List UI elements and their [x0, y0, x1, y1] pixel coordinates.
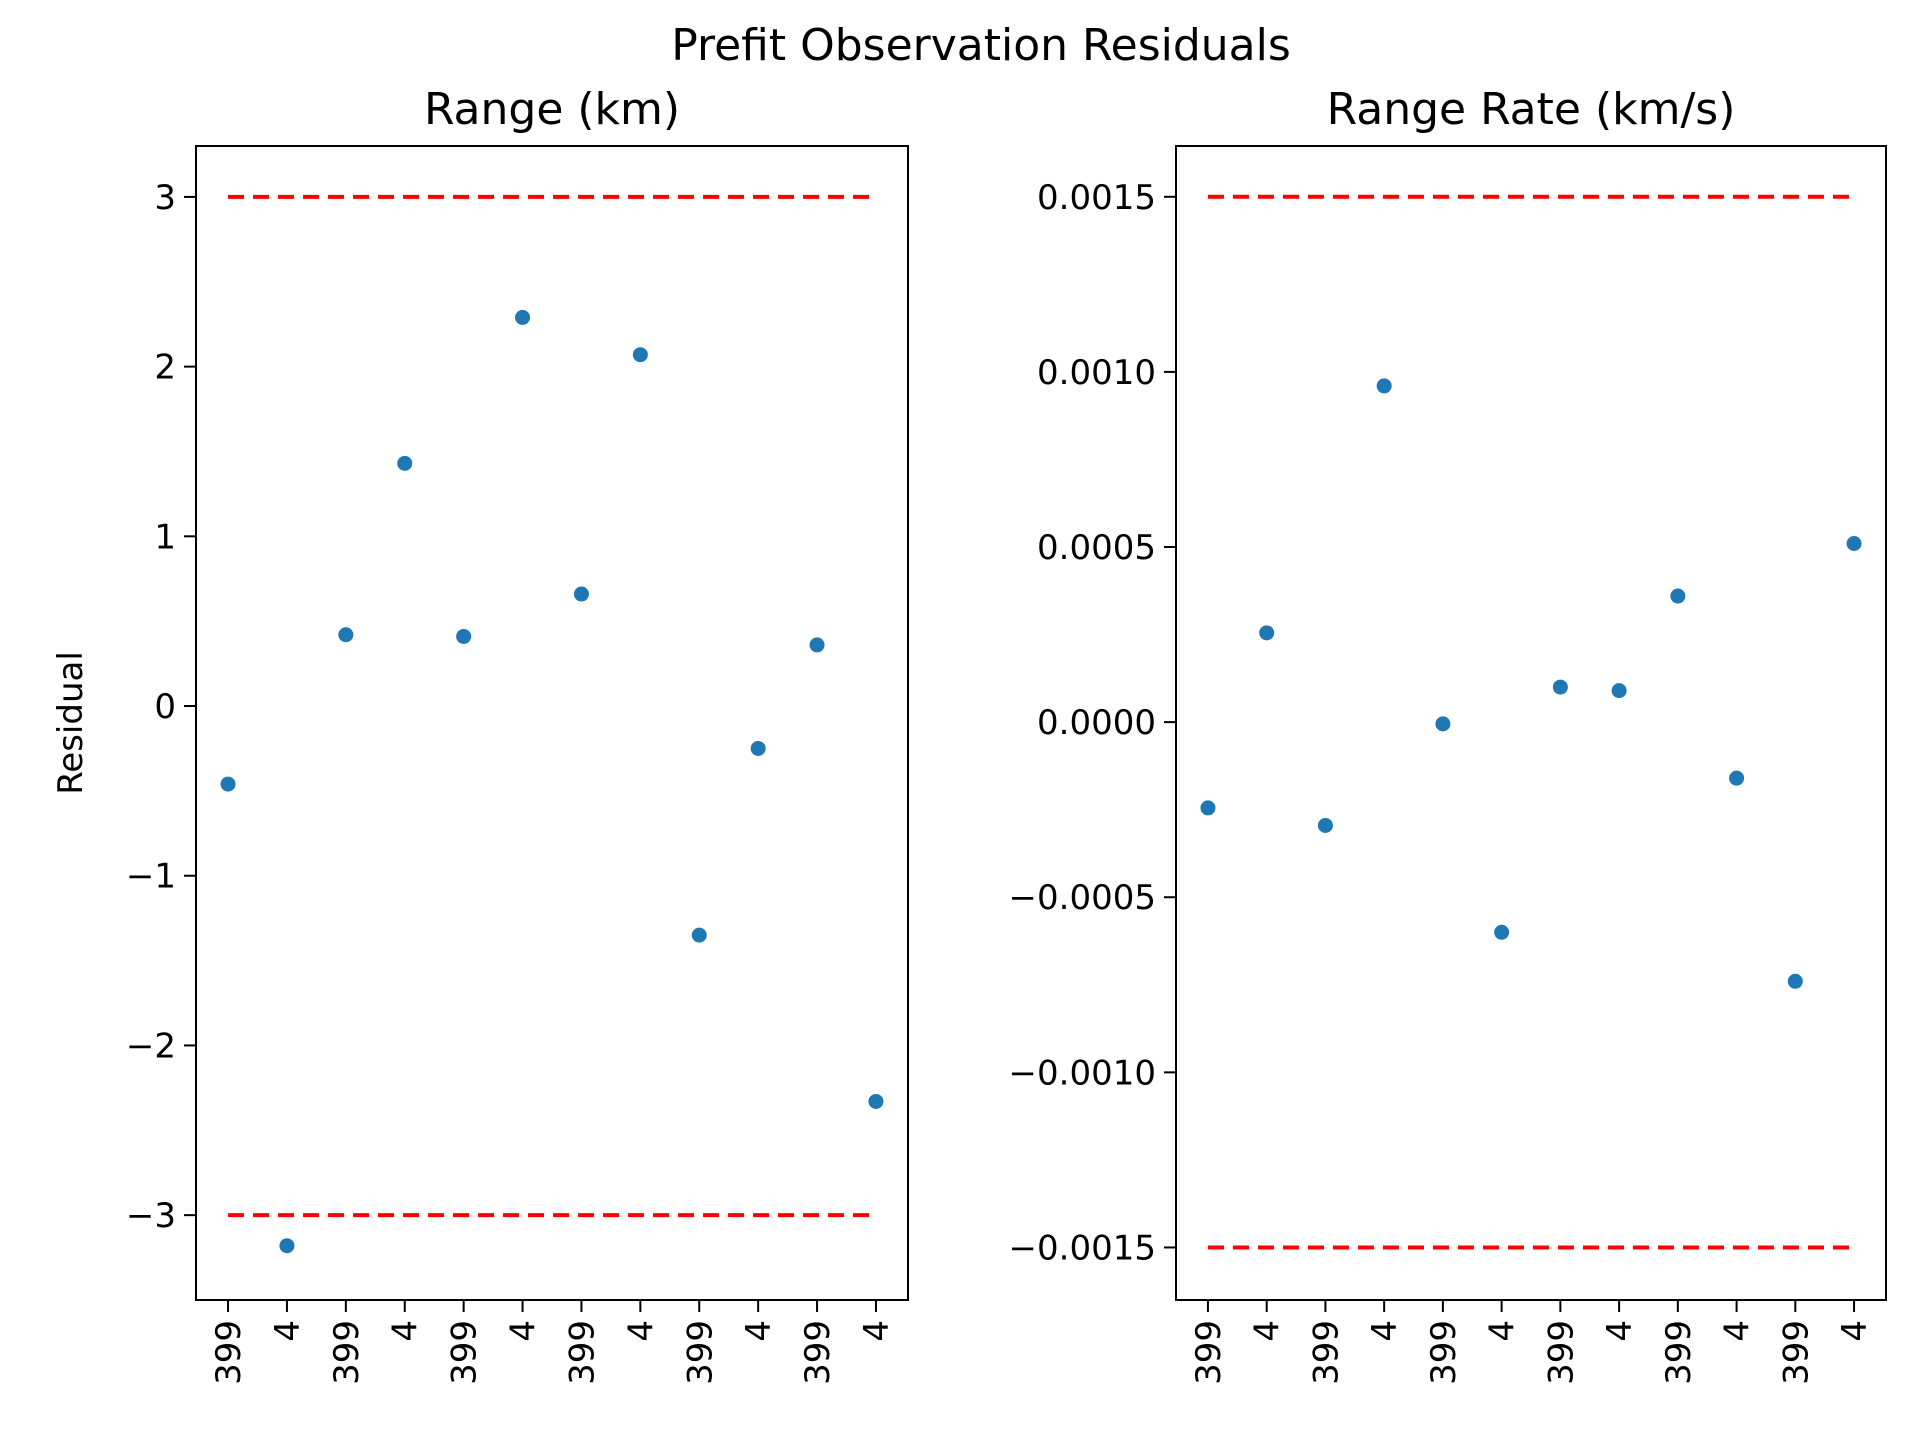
x-tick-label-2-0: 399	[1189, 1320, 1229, 1385]
x-tick-label-2-10: 399	[1776, 1320, 1816, 1385]
y-tick-label-2-1: −0.0010	[1009, 1053, 1156, 1093]
plot-area-1	[195, 145, 909, 1301]
data-point-1-7	[632, 347, 648, 363]
x-tick-label-1-11: 4	[857, 1320, 897, 1342]
x-tick-label-2-5: 4	[1483, 1320, 1523, 1342]
data-point-2-4	[1435, 716, 1451, 732]
x-tick-label-1-7: 4	[621, 1320, 661, 1342]
y-tick-label-2-2: −0.0005	[1009, 878, 1156, 918]
x-tick-label-1-6: 399	[562, 1320, 602, 1385]
y-tick-label-1-1: −2	[126, 1026, 176, 1066]
data-point-2-2	[1317, 817, 1333, 833]
x-tick-label-2-3: 4	[1365, 1320, 1405, 1342]
figure-title: Prefit Observation Residuals	[671, 20, 1291, 71]
data-point-1-5	[515, 309, 531, 325]
data-point-1-8	[691, 927, 707, 943]
y-tick-label-2-6: 0.0015	[1037, 178, 1156, 218]
panel-title-1: Range (km)	[424, 84, 680, 135]
x-tick-label-2-8: 399	[1659, 1320, 1699, 1385]
x-tick-label-2-11: 4	[1835, 1320, 1875, 1342]
data-point-1-3	[397, 455, 413, 471]
data-point-1-0	[220, 776, 236, 792]
y-axis-label-1: Residual	[51, 651, 91, 795]
x-tick-label-1-8: 399	[680, 1320, 720, 1385]
x-tick-label-2-7: 4	[1600, 1320, 1640, 1342]
data-point-1-11	[868, 1093, 884, 1109]
y-tick-label-1-0: −3	[126, 1196, 176, 1236]
x-tick-label-2-1: 4	[1248, 1320, 1288, 1342]
data-point-2-1	[1259, 625, 1275, 641]
x-tick-label-1-10: 399	[798, 1320, 838, 1385]
data-point-2-11	[1846, 536, 1862, 552]
data-point-1-4	[456, 628, 472, 644]
plot-area-2	[1175, 145, 1887, 1301]
y-tick-label-2-4: 0.0005	[1037, 528, 1156, 568]
x-tick-label-2-2: 399	[1306, 1320, 1346, 1385]
x-tick-label-2-4: 399	[1424, 1320, 1464, 1385]
x-tick-label-1-0: 399	[209, 1320, 249, 1385]
data-point-1-9	[750, 740, 766, 756]
data-point-2-7	[1611, 683, 1627, 699]
x-tick-label-2-9: 4	[1718, 1320, 1758, 1342]
data-point-2-5	[1494, 924, 1510, 940]
panel-title-2: Range Rate (km/s)	[1327, 84, 1736, 135]
data-point-2-6	[1552, 679, 1568, 695]
x-tick-label-1-4: 399	[445, 1320, 485, 1385]
y-tick-label-1-5: 2	[154, 348, 176, 388]
x-tick-label-1-3: 4	[386, 1320, 426, 1342]
x-tick-label-1-1: 4	[268, 1320, 308, 1342]
data-point-1-2	[338, 627, 354, 643]
x-tick-label-1-2: 399	[327, 1320, 367, 1385]
x-tick-label-1-5: 4	[504, 1320, 544, 1342]
data-point-2-9	[1729, 770, 1745, 786]
data-point-1-1	[279, 1238, 295, 1254]
data-point-2-0	[1200, 800, 1216, 816]
y-tick-label-2-5: 0.0010	[1037, 353, 1156, 393]
y-tick-label-1-6: 3	[154, 178, 176, 218]
y-tick-label-1-2: −1	[126, 857, 176, 897]
data-point-2-10	[1787, 973, 1803, 989]
data-point-1-6	[573, 586, 589, 602]
x-tick-label-1-9: 4	[739, 1320, 779, 1342]
x-tick-label-2-6: 399	[1541, 1320, 1581, 1385]
y-tick-label-2-0: −0.0015	[1009, 1228, 1156, 1268]
y-tick-label-1-3: 0	[154, 687, 176, 727]
y-tick-label-1-4: 1	[154, 517, 176, 557]
y-tick-label-2-3: 0.0000	[1037, 703, 1156, 743]
data-point-2-8	[1670, 588, 1686, 604]
data-point-2-3	[1376, 378, 1392, 394]
data-point-1-10	[809, 637, 825, 653]
